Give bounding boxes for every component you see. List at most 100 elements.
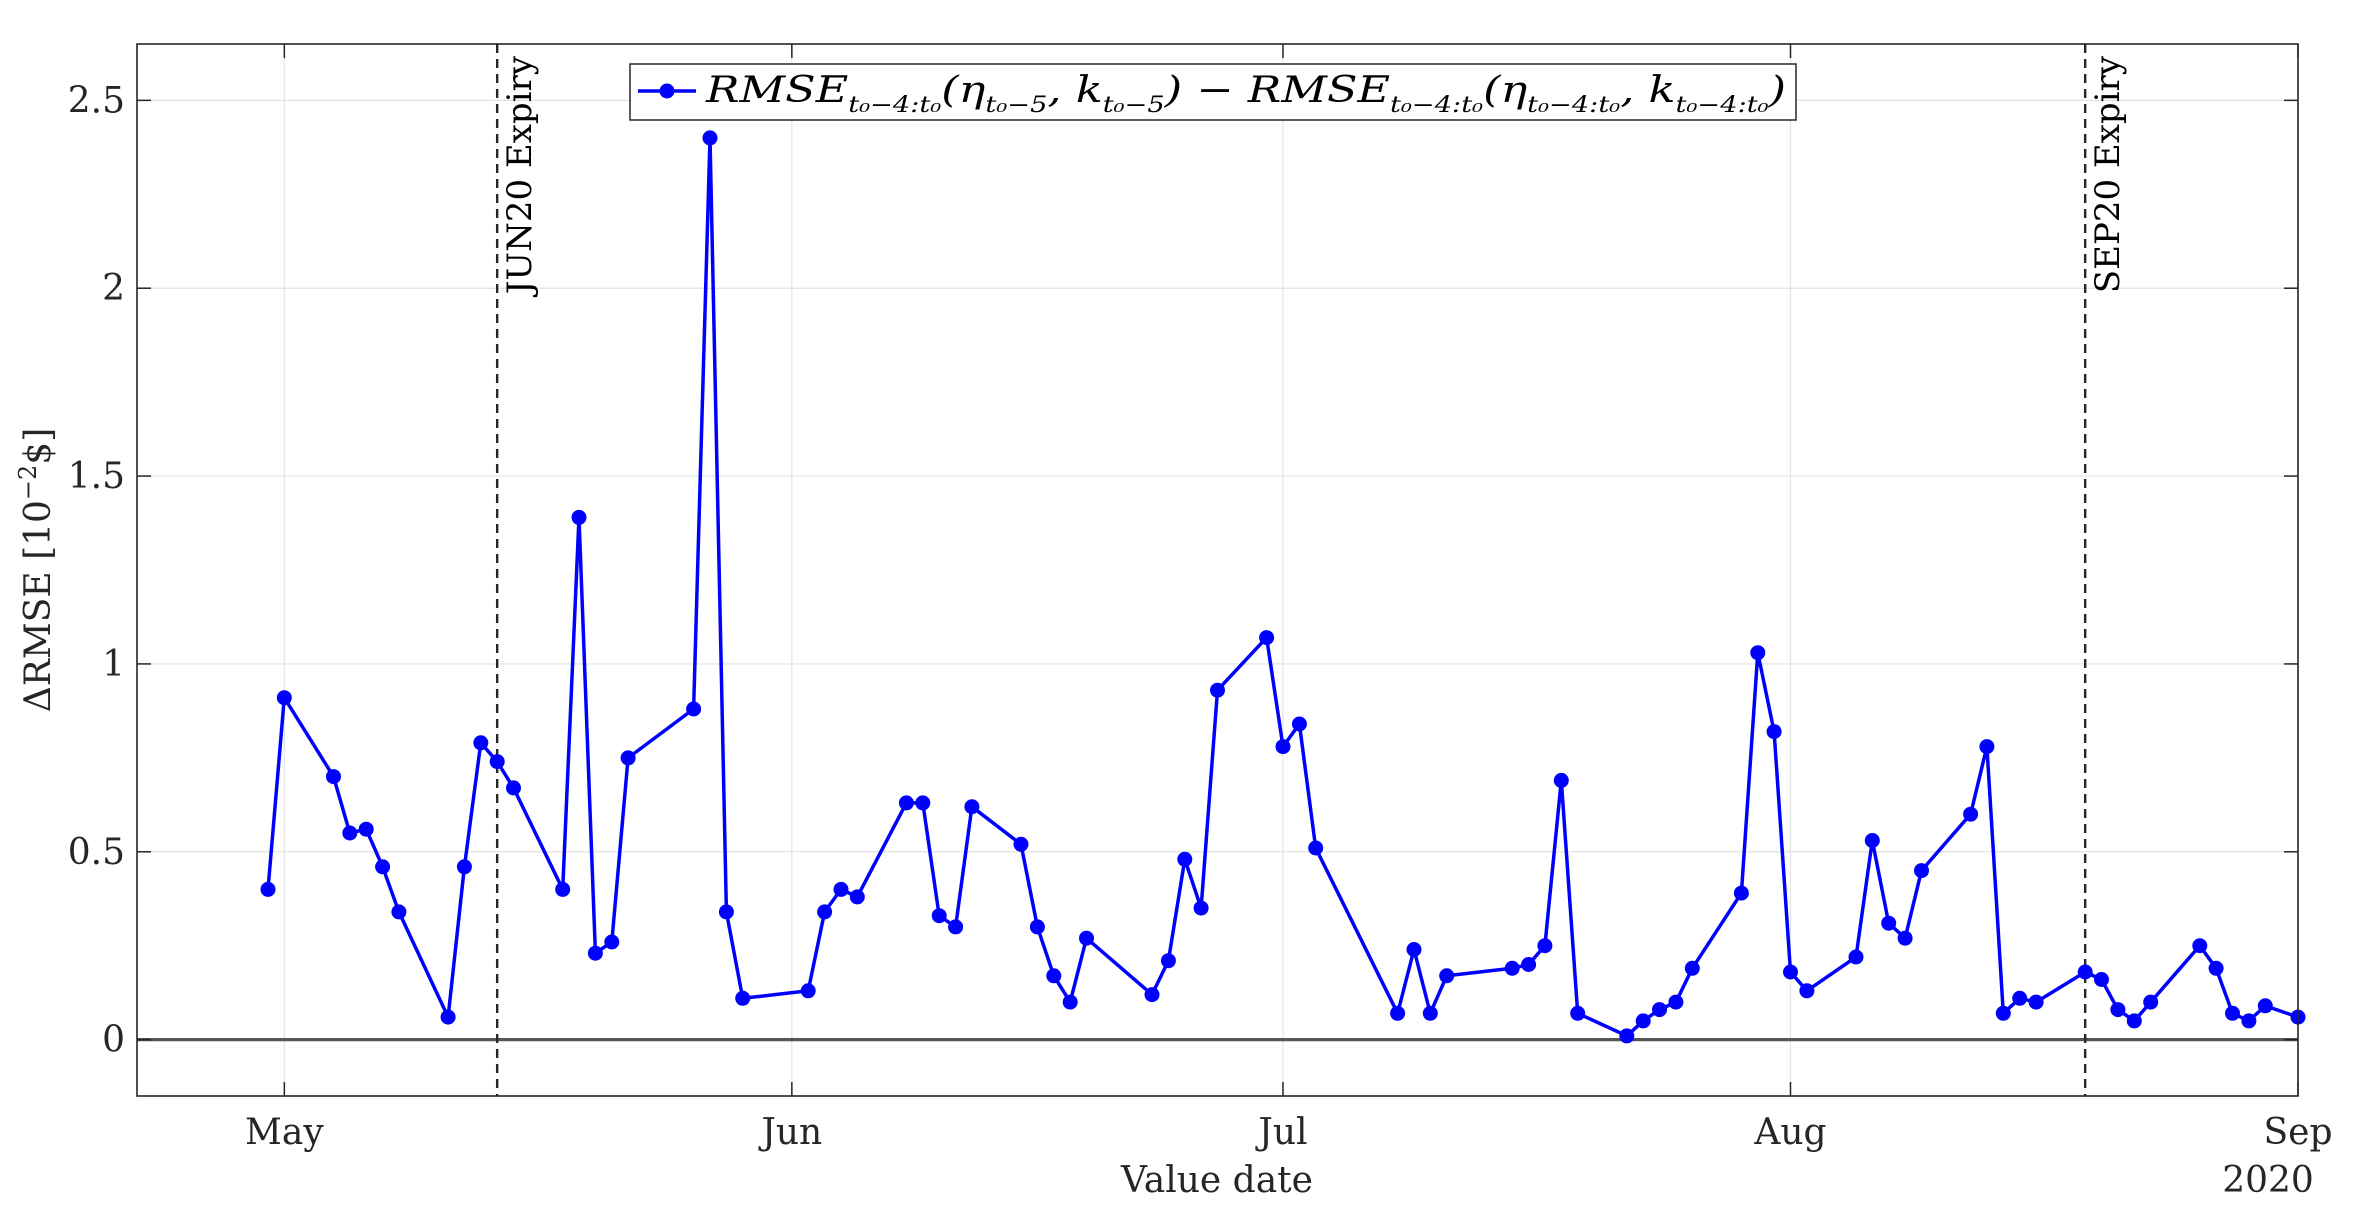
data-point xyxy=(1259,630,1275,646)
legend-sub-d: t₀−4:t₀ xyxy=(1390,93,1483,118)
data-point xyxy=(849,889,865,905)
data-point xyxy=(391,904,407,920)
data-point xyxy=(2126,1013,2142,1029)
data-point xyxy=(1013,836,1029,852)
data-point xyxy=(686,701,702,717)
data-point xyxy=(489,754,505,770)
data-point xyxy=(2241,1013,2257,1029)
year-label: 2020 xyxy=(2222,1160,2314,1201)
y-tick-label: 0 xyxy=(102,1020,125,1061)
data-point xyxy=(1914,863,1929,879)
x-axis-ticks: May Jun Jul Aug Sep xyxy=(245,44,2333,1153)
legend-sub-b: t₀−5 xyxy=(985,93,1047,118)
reference-lines: JUN20 Expiry SEP20 Expiry xyxy=(137,44,2298,1096)
data-point xyxy=(342,825,358,841)
y-tick-label: 0.5 xyxy=(68,832,125,873)
series-line xyxy=(266,136,2299,1038)
data-point xyxy=(817,904,833,920)
data-point xyxy=(1553,772,1569,788)
data-point xyxy=(440,1009,456,1025)
legend-sub-e: t₀−4:t₀ xyxy=(1527,93,1620,118)
legend-marker-swatch xyxy=(659,83,675,99)
data-point xyxy=(620,750,636,766)
data-point xyxy=(1193,900,1209,916)
legend-part-d: ) − RMSE xyxy=(1164,70,1391,111)
data-point xyxy=(1062,994,1078,1010)
data-point xyxy=(1406,942,1422,957)
data-point xyxy=(948,919,964,935)
data-point xyxy=(2225,1005,2240,1021)
y-tick-label: 1 xyxy=(102,644,125,685)
data-point xyxy=(276,690,292,706)
legend-part-a: RMSE xyxy=(705,70,848,111)
data-point xyxy=(1291,716,1307,732)
data-point xyxy=(735,990,751,1006)
data-point xyxy=(2094,972,2109,987)
y-axis-title-main: ΔRMSE [10 xyxy=(18,500,59,712)
y-axis-title: ΔRMSE [10−2$] xyxy=(14,428,59,713)
data-point xyxy=(1160,953,1176,969)
data-point xyxy=(260,881,276,897)
data-point xyxy=(571,509,587,525)
y-axis-title-unit: $] xyxy=(18,428,59,465)
data-point xyxy=(1733,885,1749,901)
data-point xyxy=(2208,960,2224,976)
data-point xyxy=(1422,1005,1438,1021)
x-tick-label: Jul xyxy=(1254,1112,1307,1153)
data-series xyxy=(260,130,2306,1044)
legend-sub-c: t₀−5 xyxy=(1103,93,1165,118)
data-point xyxy=(1684,960,1700,976)
x-tick-label: Aug xyxy=(1753,1112,1826,1153)
data-point xyxy=(718,904,734,920)
data-point xyxy=(1144,987,1160,1003)
data-point xyxy=(1521,957,1537,972)
data-point xyxy=(1652,1002,1667,1018)
data-point xyxy=(587,945,603,961)
data-point xyxy=(833,881,849,897)
data-point xyxy=(1275,739,1291,755)
data-point xyxy=(326,769,341,785)
data-point xyxy=(506,780,521,796)
data-point xyxy=(1177,851,1193,867)
data-point xyxy=(1979,739,1995,755)
legend-part-b: (η xyxy=(941,70,986,111)
x-tick-label: Sep xyxy=(2263,1112,2332,1153)
y-tick-label: 2 xyxy=(102,268,125,309)
data-point xyxy=(1668,994,1684,1010)
data-point xyxy=(358,821,374,837)
y-tick-label: 2.5 xyxy=(68,80,125,121)
data-point xyxy=(1046,968,1062,984)
data-point xyxy=(2257,998,2273,1014)
data-point xyxy=(1881,915,1897,931)
data-point xyxy=(1848,949,1864,965)
y-tick-label: 1.5 xyxy=(68,456,125,497)
expiry-label: SEP20 Expiry xyxy=(2088,55,2128,293)
data-point xyxy=(1897,930,1913,946)
data-point xyxy=(1537,938,1553,954)
legend: RMSE t₀−4:t₀ (η t₀−5, k t₀−5) − RMSE t₀−4:t₀(… xyxy=(629,63,1797,121)
y-axis-title-exponent: −2 xyxy=(14,465,42,500)
data-point xyxy=(2028,994,2044,1010)
data-point xyxy=(800,983,816,999)
data-point xyxy=(1750,645,1766,661)
data-point xyxy=(1079,930,1094,946)
data-point xyxy=(1210,682,1225,698)
legend-part-e: (η xyxy=(1483,70,1528,111)
data-point xyxy=(1619,1028,1635,1044)
data-point xyxy=(931,908,947,924)
data-point xyxy=(2143,994,2159,1010)
data-point xyxy=(2192,938,2208,954)
data-point xyxy=(1029,919,1045,935)
data-point xyxy=(2077,964,2093,980)
data-point xyxy=(1390,1005,1406,1021)
data-point xyxy=(1504,960,1520,976)
data-point xyxy=(1799,983,1815,999)
expiry-label: JUN20 Expiry xyxy=(500,55,540,297)
data-point xyxy=(1783,964,1798,980)
data-point xyxy=(1308,840,1324,856)
legend-sub-a: t₀−4:t₀ xyxy=(848,93,941,118)
data-point xyxy=(2110,1002,2126,1018)
data-point xyxy=(915,795,931,811)
data-point xyxy=(1864,833,1880,848)
data-point xyxy=(964,799,980,815)
